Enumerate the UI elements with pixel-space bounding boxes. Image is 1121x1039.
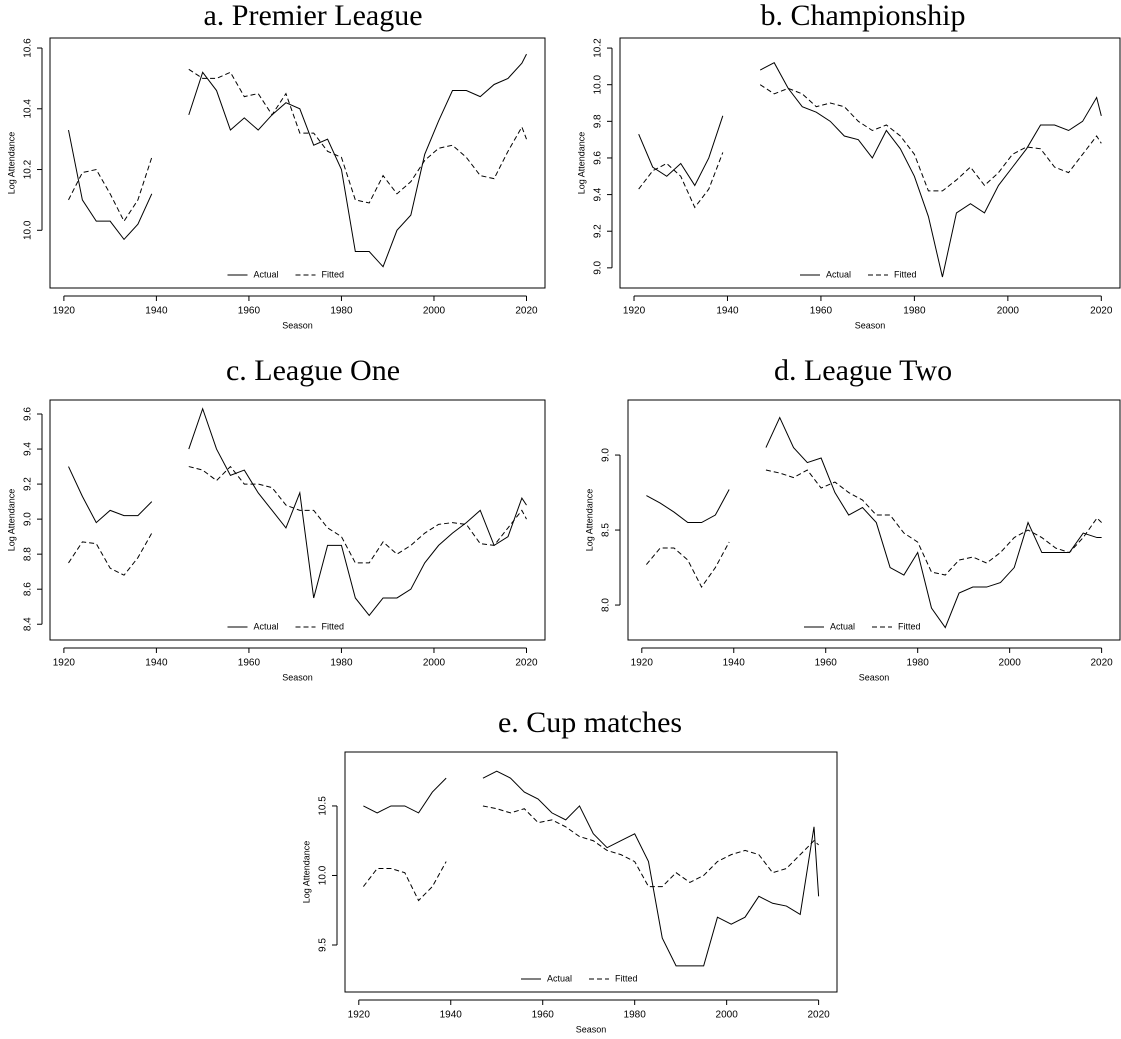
x-tick-label: 2000 [716, 1010, 739, 1021]
x-tick-label: 1980 [907, 658, 930, 669]
panel-title: d. League Two [774, 354, 952, 387]
data-line [363, 770, 820, 967]
plot-frame [49, 37, 546, 289]
legend-label: Actual [826, 269, 851, 279]
x-tick-label: 2020 [807, 1010, 830, 1021]
panel-title: a. Premier League [203, 0, 422, 32]
y-tick-label: 9.2 [593, 224, 604, 238]
data-line [646, 416, 1102, 629]
y-tick-label: 9.0 [601, 448, 612, 462]
x-axis-label: Season [282, 672, 313, 682]
legend-label: Fitted [894, 269, 917, 279]
y-axis-label: Log Attendance [576, 132, 586, 195]
x-tick-label: 1940 [723, 658, 746, 669]
legend-label: Fitted [322, 621, 345, 631]
legend-label: Actual [830, 621, 855, 631]
y-tick-label: 8.8 [23, 547, 34, 561]
x-axis-label: Season [576, 1024, 607, 1034]
legend-label: Fitted [615, 973, 638, 983]
y-tick-label: 10.4 [23, 99, 34, 119]
data-line [68, 53, 527, 268]
y-tick-label: 9.6 [23, 407, 34, 421]
x-tick-label: 1940 [716, 306, 739, 317]
y-axis-label: Log Attendance [6, 489, 16, 552]
x-tick-label: 1980 [624, 1010, 647, 1021]
x-tick-label: 1920 [348, 1010, 371, 1021]
y-tick-label: 10.2 [23, 159, 34, 179]
y-tick-label: 8.4 [23, 617, 34, 631]
x-axis-label: Season [859, 672, 890, 682]
plot-frame [627, 399, 1121, 641]
x-tick-label: 1980 [903, 306, 926, 317]
y-tick-label: 9.2 [23, 477, 34, 491]
x-tick-label: 2020 [515, 658, 538, 669]
y-tick-label: 9.4 [23, 442, 34, 456]
x-tick-label: 1920 [53, 306, 76, 317]
y-tick-label: 10.5 [318, 796, 329, 816]
y-axis-label: Log Attendance [584, 489, 594, 552]
x-tick-label: 1960 [532, 1010, 555, 1021]
data-line [638, 84, 1102, 209]
data-line [646, 469, 1102, 589]
y-axis-label: Log Attendance [6, 132, 16, 195]
plot-frame [49, 399, 546, 641]
data-line [638, 62, 1102, 278]
x-tick-label: 2020 [1090, 658, 1113, 669]
y-tick-label: 10.6 [23, 38, 34, 58]
x-tick-label: 1980 [330, 306, 353, 317]
data-line [68, 407, 527, 617]
plot-frame [344, 751, 838, 993]
y-tick-label: 10.0 [593, 75, 604, 95]
legend-label: Fitted [898, 621, 921, 631]
x-tick-label: 1960 [815, 658, 838, 669]
x-tick-label: 2000 [999, 658, 1022, 669]
y-tick-label: 9.0 [23, 512, 34, 526]
plot-frame [619, 37, 1121, 289]
y-tick-label: 10.0 [318, 865, 329, 885]
y-tick-label: 9.0 [593, 260, 604, 274]
x-tick-label: 1960 [810, 306, 833, 317]
x-tick-label: 1920 [631, 658, 654, 669]
y-tick-label: 8.5 [601, 523, 612, 537]
legend-label: Actual [547, 973, 572, 983]
panel-title: e. Cup matches [498, 706, 682, 739]
y-tick-label: 9.8 [593, 114, 604, 128]
x-tick-label: 2000 [423, 658, 446, 669]
data-line [68, 465, 527, 576]
x-tick-label: 1920 [623, 306, 646, 317]
data-line [362, 805, 819, 902]
x-tick-label: 1980 [330, 658, 353, 669]
y-tick-label: 9.6 [593, 151, 604, 165]
panel-title: b. Championship [760, 0, 965, 32]
y-tick-label: 10.2 [593, 38, 604, 58]
legend-label: Actual [254, 269, 279, 279]
y-tick-label: 10.0 [23, 220, 34, 240]
x-tick-label: 1920 [53, 658, 76, 669]
x-axis-label: Season [855, 320, 886, 330]
y-tick-label: 8.0 [601, 598, 612, 612]
panel-title: c. League One [226, 354, 400, 387]
data-line [68, 68, 527, 223]
y-axis-label: Log Attendance [301, 841, 311, 904]
y-tick-label: 8.6 [23, 582, 34, 596]
x-tick-label: 2000 [423, 306, 446, 317]
x-tick-label: 2000 [997, 306, 1020, 317]
x-tick-label: 1940 [440, 1010, 463, 1021]
x-tick-label: 1940 [145, 306, 168, 317]
y-tick-label: 9.5 [318, 938, 329, 952]
legend-label: Actual [254, 621, 279, 631]
legend-label: Fitted [322, 269, 345, 279]
x-tick-label: 1960 [238, 306, 261, 317]
y-tick-label: 9.4 [593, 187, 604, 201]
x-tick-label: 1940 [145, 658, 168, 669]
x-axis-label: Season [282, 320, 313, 330]
x-tick-label: 1960 [238, 658, 261, 669]
x-tick-label: 2020 [515, 306, 538, 317]
x-tick-label: 2020 [1090, 306, 1113, 317]
